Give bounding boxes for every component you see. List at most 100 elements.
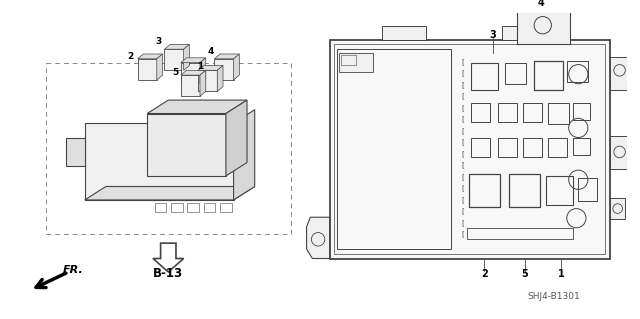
Polygon shape — [147, 114, 226, 176]
Text: [: [ — [461, 208, 464, 214]
Text: [: [ — [461, 127, 464, 134]
Bar — [337, 49, 451, 249]
Bar — [138, 59, 157, 80]
Bar — [546, 176, 573, 205]
Bar — [46, 63, 291, 234]
Bar — [330, 40, 610, 258]
Polygon shape — [214, 54, 239, 59]
Bar — [213, 168, 227, 179]
Text: 4: 4 — [207, 47, 214, 56]
Bar — [534, 61, 563, 90]
Text: [: [ — [461, 93, 464, 99]
Polygon shape — [234, 110, 255, 200]
Text: [: [ — [461, 161, 464, 168]
Bar — [179, 182, 192, 192]
Text: 2: 2 — [481, 269, 488, 279]
Bar — [196, 168, 209, 179]
Text: [: [ — [461, 173, 464, 180]
Polygon shape — [217, 65, 223, 92]
Bar — [610, 136, 629, 169]
Polygon shape — [153, 243, 184, 272]
Text: [: [ — [461, 69, 464, 76]
Bar — [523, 137, 542, 157]
Text: 5: 5 — [521, 269, 528, 279]
Text: [: [ — [461, 115, 464, 122]
Bar — [341, 55, 356, 64]
Polygon shape — [226, 100, 247, 176]
Polygon shape — [200, 70, 205, 96]
Bar — [573, 137, 590, 155]
Polygon shape — [84, 187, 255, 200]
Bar — [579, 178, 598, 201]
Text: [: [ — [461, 81, 464, 88]
Bar — [161, 168, 175, 179]
Bar — [220, 203, 232, 212]
Bar — [548, 103, 569, 124]
Polygon shape — [180, 58, 205, 63]
Text: SHJ4-B1301: SHJ4-B1301 — [527, 293, 580, 301]
Bar — [214, 59, 234, 80]
Bar — [213, 182, 227, 192]
Polygon shape — [65, 137, 84, 166]
Polygon shape — [200, 58, 205, 84]
Polygon shape — [234, 54, 239, 80]
Text: 4: 4 — [538, 0, 544, 8]
Polygon shape — [138, 54, 163, 59]
Polygon shape — [147, 100, 247, 114]
Bar — [467, 228, 573, 239]
Text: [: [ — [461, 196, 464, 203]
Bar — [471, 103, 490, 122]
Bar — [188, 203, 199, 212]
Bar — [155, 203, 166, 212]
Bar — [573, 103, 590, 120]
Text: [: [ — [461, 219, 464, 226]
Text: [: [ — [461, 150, 464, 157]
Text: 5: 5 — [172, 68, 178, 77]
Bar — [196, 182, 209, 192]
Polygon shape — [307, 217, 330, 258]
Bar — [179, 168, 192, 179]
Bar — [548, 137, 567, 157]
Polygon shape — [84, 123, 234, 200]
Bar — [383, 26, 426, 40]
Text: [: [ — [461, 104, 464, 111]
Polygon shape — [198, 65, 223, 70]
Text: [: [ — [461, 185, 464, 191]
Bar — [498, 137, 517, 157]
Bar — [498, 103, 517, 122]
Bar — [567, 61, 588, 82]
Polygon shape — [164, 44, 189, 49]
Text: [: [ — [461, 58, 464, 64]
Bar — [506, 63, 527, 84]
Text: 1: 1 — [197, 62, 203, 71]
Text: 3: 3 — [156, 37, 162, 46]
Bar — [502, 26, 546, 40]
Text: B-13: B-13 — [153, 267, 183, 280]
Text: [: [ — [461, 231, 464, 237]
Bar — [204, 203, 215, 212]
Text: 1: 1 — [557, 269, 564, 279]
Bar — [610, 198, 625, 219]
Bar — [469, 174, 500, 207]
Bar — [179, 155, 192, 165]
Bar — [523, 103, 542, 122]
Bar — [198, 70, 217, 92]
Bar — [509, 174, 540, 207]
Text: 3: 3 — [490, 30, 496, 40]
Polygon shape — [180, 70, 205, 75]
Bar — [164, 49, 184, 70]
Bar — [171, 203, 182, 212]
Bar — [196, 155, 209, 165]
Polygon shape — [157, 54, 163, 80]
Text: FR.: FR. — [63, 265, 83, 275]
Bar — [517, 11, 570, 44]
Text: [: [ — [461, 138, 464, 145]
Text: 2: 2 — [127, 52, 133, 61]
Bar — [610, 57, 629, 91]
Bar — [180, 75, 200, 96]
Bar — [161, 182, 175, 192]
Bar — [161, 155, 175, 165]
Bar — [339, 53, 373, 72]
Bar — [180, 63, 200, 84]
Bar — [471, 137, 490, 157]
